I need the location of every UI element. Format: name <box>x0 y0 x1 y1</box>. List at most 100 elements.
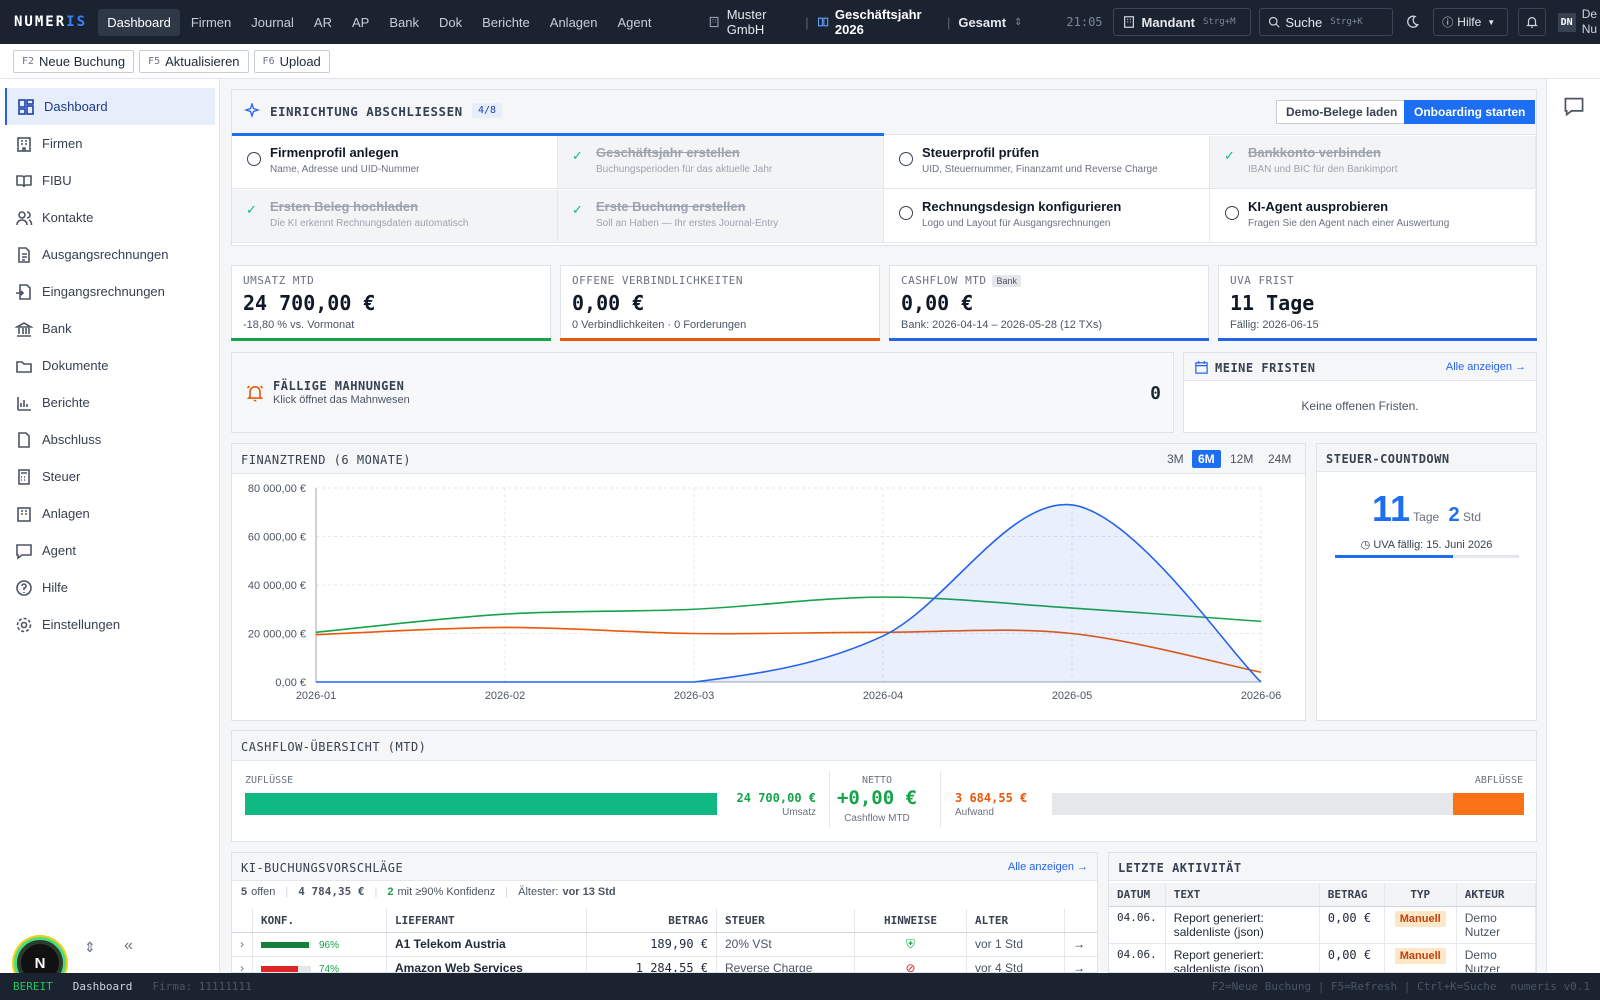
onboarding-step[interactable]: Firmenprofil anlegen Name, Adresse und UI… <box>232 136 558 189</box>
sidebar-item-anlagen[interactable]: Anlagen <box>5 495 215 532</box>
nav-bank[interactable]: Bank <box>389 14 419 30</box>
arrow-right-icon[interactable]: → <box>1073 937 1085 951</box>
table-row[interactable]: 04.06. Report generiert: saldenliste (jso… <box>1109 943 1536 972</box>
nav-agent[interactable]: Agent <box>617 14 652 30</box>
sidebar-item-eingangsrechnungen[interactable]: Eingangsrechnungen <box>5 273 215 310</box>
column-header-vendor[interactable]: LIEFERANT <box>386 909 587 933</box>
onboarding-step[interactable]: KI-Agent ausprobieren Fragen Sie den Agen… <box>1210 190 1536 243</box>
kpi-card-verbindlichkeiten[interactable]: OFFENE VERBINDLICHKEITEN 0,00 € 0 Verbin… <box>560 265 880 341</box>
new-booking-button[interactable]: F2 Neue Buchung <box>13 49 135 73</box>
range-3m[interactable]: 3M <box>1167 452 1184 466</box>
help-button[interactable]: ⓘ Hilfe ▼ <box>1433 8 1509 36</box>
cashflow-card: CASHFLOW-ÜBERSICHT (MTD) ZUFLÜSSE 24 700… <box>231 730 1537 842</box>
range-6m[interactable]: 6M <box>1192 450 1221 468</box>
column-header-amount[interactable]: BETRAG <box>586 909 717 933</box>
nav-ap[interactable]: AP <box>351 14 370 30</box>
sidebar-item-steuer[interactable]: Steuer <box>5 458 215 495</box>
refresh-button[interactable]: F5 Aktualisieren <box>139 49 249 73</box>
sidebar-item-dashboard[interactable]: Dashboard <box>5 88 215 125</box>
kpi-card-uva-frist[interactable]: UVA FRIST 11 Tage Fällig: 2026-06-15 <box>1218 265 1537 341</box>
column-header-confidence[interactable]: KONF. <box>252 909 387 933</box>
expand-cell[interactable]: › <box>232 956 253 972</box>
demo-receipts-button[interactable]: Demo-Belege laden <box>1276 100 1408 124</box>
updown-icon[interactable]: ⇕ <box>84 939 96 955</box>
countdown-time: 11 Tage 2 Std <box>1317 488 1536 530</box>
table-row[interactable]: › 74% Amazon Web Services 1 284,55 € Reverse… <box>232 956 1097 973</box>
arrow-right-icon[interactable]: → <box>1073 961 1085 973</box>
open-row-cell[interactable]: → <box>1064 932 1097 957</box>
column-header-text[interactable]: TEXT <box>1165 883 1320 907</box>
search-button[interactable]: Suche Strg+K <box>1259 8 1393 36</box>
mandant-shortcut: Strg+M <box>1202 17 1236 27</box>
sidebar-item-kontakte[interactable]: Kontakte <box>5 199 215 236</box>
open-row-cell[interactable]: → <box>1064 956 1097 973</box>
column-header-type[interactable]: TYP <box>1384 883 1457 907</box>
mandant-button[interactable]: Mandant Strg+M <box>1112 8 1252 36</box>
sidebar-item-dokumente[interactable]: Dokumente <box>5 347 215 384</box>
column-header-tax[interactable]: STEUER <box>716 909 855 933</box>
onboarding-step[interactable]: ✓ Geschäftsjahr erstellen Buchungsperioden… <box>558 136 884 189</box>
start-onboarding-button[interactable]: Onboarding starten <box>1404 100 1536 124</box>
table-row[interactable]: › 96% A1 Telekom Austria 189,90 €20% VSt ⛨ vo… <box>232 932 1097 957</box>
nav-anlagen[interactable]: Anlagen <box>549 14 598 30</box>
countdown-progress-track <box>1335 555 1519 558</box>
column-header-actor[interactable]: AKTEUR <box>1456 883 1536 907</box>
upload-button[interactable]: F6 Upload <box>253 49 330 73</box>
user-name[interactable]: De Nu <box>1582 7 1600 37</box>
column-header-date[interactable]: DATUM <box>1109 883 1166 907</box>
sidebar-item-fibu[interactable]: FIBU <box>5 162 215 199</box>
kpi-accent-bar <box>1218 338 1537 341</box>
kpi-card-umsatz[interactable]: UMSATZ MTD 24 700,00 € -18,80 % vs. Vorm… <box>231 265 551 341</box>
onboarding-step[interactable]: Rechnungsdesign konfigurieren Logo und La… <box>884 190 1210 243</box>
dunning-card[interactable]: FÄLLIGE MAHNUNGEN Klick öffnet das Mahnw… <box>231 352 1174 433</box>
user-avatar[interactable]: DN <box>1557 12 1576 32</box>
collapse-sidebar-icon[interactable]: « <box>124 937 133 954</box>
nav-dashboard[interactable]: Dashboard <box>98 8 180 36</box>
column-header-notes[interactable]: HINWEISE <box>854 909 967 933</box>
table-header-row: DATUM TEXT BETRAG TYP AKTEUR <box>1109 883 1536 907</box>
recent-activity-card: LETZTE AKTIVITÄT DATUM TEXT BETRAG TYP A… <box>1108 852 1537 973</box>
chat-icon[interactable] <box>1563 95 1585 117</box>
sidebar-item-berichte[interactable]: Berichte <box>5 384 215 421</box>
table-row[interactable]: 04.06. Report generiert: saldenliste (jso… <box>1109 906 1536 944</box>
bell-ring-icon <box>246 385 264 402</box>
deadlines-show-all-link[interactable]: Alle anzeigen → <box>1445 361 1526 373</box>
column-header-age[interactable]: ALTER <box>966 909 1065 933</box>
sidebar-item-bank[interactable]: Bank <box>5 310 215 347</box>
column-header-amount[interactable]: BETRAG <box>1319 883 1385 907</box>
sidebar-item-agent[interactable]: Agent <box>5 532 215 569</box>
nav-berichte[interactable]: Berichte <box>482 14 530 30</box>
notifications-button[interactable] <box>1518 8 1546 36</box>
sidebar-item-hilfe[interactable]: Hilfe <box>5 569 215 606</box>
sidebar-item-ausgangsrechnungen[interactable]: Ausgangsrechnungen <box>5 236 215 273</box>
shortcut-toolbar: F2 Neue Buchung F5 Aktualisieren F6 Upload <box>0 44 1600 79</box>
chevron-down-icon: ▼ <box>1487 17 1496 27</box>
onboarding-step[interactable]: ✓ Bankkonto verbinden IBAN und BIC für den… <box>1210 136 1536 189</box>
dunning-count: 0 <box>1150 383 1161 404</box>
file-icon <box>18 246 30 263</box>
sidebar-item-abschluss[interactable]: Abschluss <box>5 421 215 458</box>
range-12m[interactable]: 12M <box>1230 452 1254 466</box>
onboarding-step[interactable]: ✓ Ersten Beleg hochladen Die KI erkennt Re… <box>232 190 558 243</box>
nav-dok[interactable]: Dok <box>438 14 463 30</box>
actor-cell: Demo Nutzer <box>1456 906 1536 944</box>
context-selector[interactable]: Muster GmbH | Geschäftsjahr 2026 | Gesam… <box>708 7 1022 37</box>
sidebar-item-einstellungen[interactable]: Einstellungen <box>5 606 215 643</box>
refresh-label: Aktualisieren <box>165 53 240 69</box>
moon-icon[interactable] <box>1405 14 1420 30</box>
nav-journal[interactable]: Journal <box>251 14 294 30</box>
app-logo[interactable]: NUMERIS <box>14 14 88 30</box>
ai-suggestions-body: › 96% A1 Telekom Austria 189,90 €20% VSt ⛨ vo… <box>232 932 1097 973</box>
kpi-card-cashflow[interactable]: CASHFLOW MTD Bank 0,00 € Bank: 2026-04-14… <box>889 265 1209 341</box>
onboarding-step[interactable]: Steuerprofil prüfen UID, Steuernummer, Fi… <box>884 136 1210 189</box>
expand-cell[interactable]: › <box>232 932 253 957</box>
nav-ar[interactable]: AR <box>313 14 332 30</box>
onboarding-step[interactable]: ✓ Erste Buchung erstellen Soll an Haben — … <box>558 190 884 243</box>
nav-firmen[interactable]: Firmen <box>190 14 232 30</box>
fiscal-year: Geschäftsjahr 2026 <box>834 7 922 37</box>
divider <box>829 771 830 827</box>
range-24m[interactable]: 24M <box>1268 452 1292 466</box>
ai-suggestions-table: KONF. LIEFERANT BETRAG STEUER HINWEISE A… <box>232 909 1097 973</box>
ai-suggestions-show-all-link[interactable]: Alle anzeigen → <box>1007 861 1088 873</box>
sidebar-item-firmen[interactable]: Firmen <box>5 125 215 162</box>
